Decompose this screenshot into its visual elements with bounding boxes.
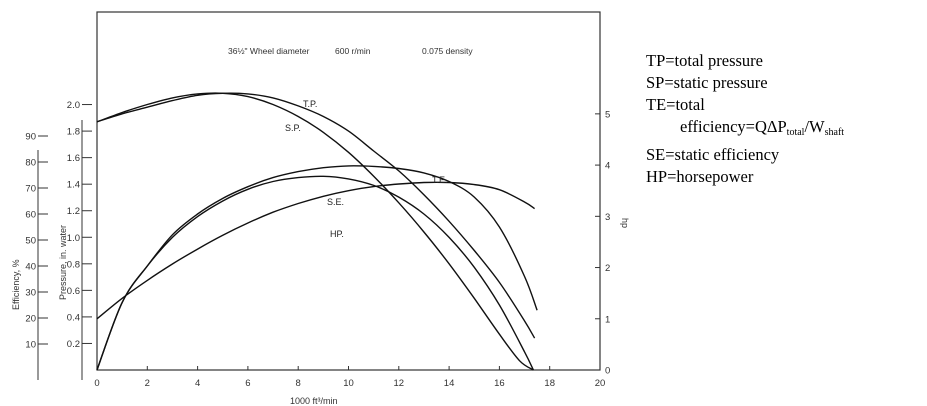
pressure-tick-label-0: 0.2 — [67, 339, 80, 350]
hp-axis: 0 1 2 3 4 5 — [595, 109, 610, 377]
legend-te: TE=total — [646, 95, 705, 114]
x-tick-label-3: 6 — [245, 378, 250, 389]
hp-axis-title: hp — [620, 218, 630, 228]
hp-tick-label-5: 5 — [605, 109, 610, 120]
curve-sp — [96, 92, 534, 371]
pressure-tick-label-4: 1.0 — [67, 233, 80, 244]
efficiency-axis-title: Efficiency, % — [11, 259, 21, 310]
hp-tick-label-3: 3 — [605, 212, 610, 223]
x-tick-label-2: 4 — [195, 378, 200, 389]
efficiency-tick-label-5: 60 — [25, 210, 36, 221]
hp-tick-label-4: 4 — [605, 161, 610, 172]
efficiency-tick-label-8: 90 — [25, 132, 36, 143]
formula-sub-total: total — [786, 127, 805, 138]
formula-mid: /W — [804, 117, 825, 136]
pressure-tick-label-9: 2.0 — [67, 100, 80, 111]
pressure-tick-label-7: 1.6 — [67, 153, 80, 164]
header-density: 0.075 density — [422, 46, 473, 56]
pressure-tick-label-5: 1.2 — [67, 206, 80, 217]
curve-label-sp: S.P. — [285, 123, 301, 133]
legend-tp: TP=total pressure — [646, 51, 763, 70]
pressure-axis-title: Pressure, in. water — [58, 225, 68, 300]
abbreviation-legend: TP=total pressure SP=static pressure TE=… — [646, 50, 924, 188]
efficiency-tick-label-1: 20 — [25, 314, 36, 325]
legend-sp: SP=static pressure — [646, 73, 768, 92]
hp-tick-label-1: 1 — [605, 314, 610, 325]
header-speed: 600 r/min — [335, 46, 371, 56]
pressure-tick-label-2: 0.6 — [67, 286, 80, 297]
pressure-axis: 0.2 0.4 0.6 0.8 1.0 1.2 1.4 1.6 1.8 2.0 — [67, 100, 92, 380]
x-axis-title: 1000 ft³/min — [290, 396, 338, 406]
x-tick-label-7: 14 — [444, 378, 455, 389]
curve-se — [96, 175, 535, 371]
curve-tp — [96, 92, 536, 339]
curve-label-tp: T.P. — [303, 99, 317, 109]
formula-prefix: efficiency=QΔP — [680, 117, 787, 136]
curve-label-te: T.E. — [432, 175, 448, 185]
legend-se: SE=static efficiency — [646, 145, 780, 164]
x-tick-label-1: 2 — [145, 378, 150, 389]
curve-label-hp: HP. — [330, 229, 344, 239]
hp-tick-label-0: 0 — [605, 366, 610, 377]
pressure-tick-label-1: 0.4 — [67, 312, 80, 323]
efficiency-tick-label-3: 40 — [25, 262, 36, 273]
legend-te-formula: efficiency=QΔPtotal/Wshaft — [646, 116, 924, 144]
x-tick-label-8: 16 — [494, 378, 505, 389]
formula-sub-shaft: shaft — [824, 127, 845, 138]
legend-hp: HP=horsepower — [646, 167, 754, 186]
efficiency-tick-label-7: 80 — [25, 158, 36, 169]
pressure-tick-label-8: 1.8 — [67, 127, 80, 138]
efficiency-axis: 10 20 30 40 50 60 70 80 90 — [25, 132, 48, 380]
x-tick-label-0: 0 — [94, 378, 99, 389]
x-tick-label-5: 10 — [343, 378, 354, 389]
efficiency-tick-label-2: 30 — [25, 288, 36, 299]
header-wheel-diameter: 36½" Wheel diameter — [228, 46, 310, 56]
hp-tick-label-2: 2 — [605, 263, 610, 274]
curve-te — [96, 165, 538, 371]
curves — [96, 92, 538, 371]
pressure-tick-label-6: 1.4 — [67, 180, 80, 191]
efficiency-tick-label-4: 50 — [25, 236, 36, 247]
curve-hp — [96, 181, 535, 320]
efficiency-tick-label-0: 10 — [25, 340, 36, 351]
x-tick-label-9: 18 — [544, 378, 555, 389]
pressure-tick-label-3: 0.8 — [67, 259, 80, 270]
x-tick-label-10: 20 — [595, 378, 606, 389]
x-tick-label-4: 8 — [296, 378, 301, 389]
curve-label-se: S.E. — [327, 197, 344, 207]
x-axis: 0 2 4 6 8 10 12 14 16 18 20 — [94, 366, 605, 389]
x-tick-label-6: 12 — [394, 378, 405, 389]
efficiency-tick-label-6: 70 — [25, 184, 36, 195]
